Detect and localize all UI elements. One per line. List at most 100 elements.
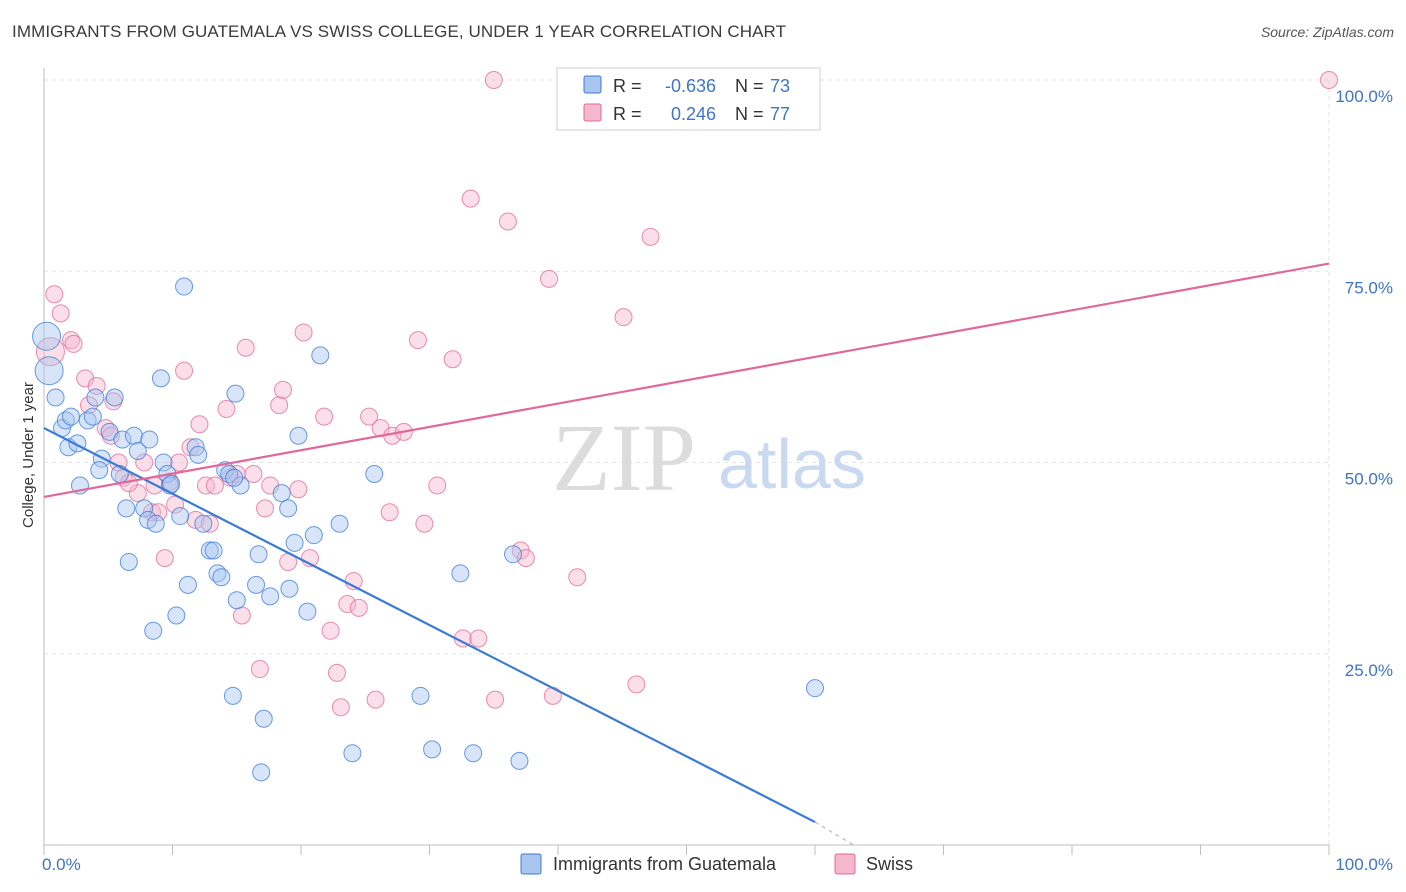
swiss-point [360,407,379,426]
guatemala-point [510,751,529,770]
swiss-point [51,304,70,323]
swiss-point [461,189,480,208]
swiss-point [415,514,434,533]
guatemala-point [117,499,136,518]
guatemala-point [154,453,173,472]
trend-lines [43,262,1330,846]
y-tick-label: 100.0% [1335,87,1393,106]
y-tick-label: 25.0% [1345,661,1393,680]
guatemala-point [140,430,159,449]
swiss-point [443,350,462,369]
x-tick-label-min: 0.0% [42,855,81,874]
stats-n-value-pink: 77 [770,104,790,124]
swiss-point [380,503,399,522]
guatemala-point [61,407,80,426]
guatemala-point [285,533,304,552]
guatemala-point [46,388,65,407]
guatemala-point [151,369,170,388]
swiss-point [250,660,269,679]
swiss-point [331,698,350,717]
swiss-point [79,396,98,415]
guatemala-point [34,356,64,386]
guatemala-point [231,476,250,495]
y-tick-label: 50.0% [1345,470,1393,489]
legend-label-swiss: Swiss [866,854,913,874]
guatemala-point [32,321,62,351]
guatemala-point [304,526,323,545]
guatemala-point [254,709,273,728]
source-label: Source: ZipAtlas.com [1260,24,1394,40]
guatemala-point [113,430,132,449]
stats-n-label-pink: N = [735,104,764,124]
stats-swatch-blue [583,75,602,94]
guatemala-point [806,679,824,698]
legend-swatch-swiss [834,853,856,875]
swiss-point [128,484,147,503]
guatemala-point [252,763,271,782]
guatemala-point [464,744,483,763]
swiss-point [540,269,559,288]
swiss-point [327,663,346,682]
swiss-point [155,549,174,568]
guatemala-point [86,388,105,407]
swiss-point [244,464,263,483]
y-axis-title: College, Under 1 year [20,382,37,528]
guatemala-point [83,407,102,426]
swiss-point [64,334,83,353]
swiss-point [641,227,660,246]
guatemala-point [423,740,442,759]
guatemala-point [171,507,190,526]
guatemala-point [194,514,213,533]
stats-swatch-pink [583,103,602,122]
swiss-point [149,503,168,522]
guatemala-point [280,579,299,598]
guatemala-point [144,621,163,640]
guatemala-point [223,686,242,705]
guatemala-point [212,568,231,587]
swiss-point [181,438,200,457]
swiss-point [87,377,106,395]
trend-extension-guatemala [814,821,854,846]
stats-r-value-pink: 0.246 [671,104,716,124]
swiss-point [200,514,219,533]
guatemala-point [227,591,246,610]
stats-r-label-blue: R = [613,76,642,96]
guatemala-point [124,426,143,445]
guatemala-point [90,461,109,480]
guatemala-point [272,484,291,503]
swiss-point [256,499,275,518]
swiss-point [45,285,64,304]
guatemala-point [249,545,268,564]
guatemala-point [330,514,349,533]
swiss-point [270,396,289,415]
swiss-point [627,675,646,694]
guatemala-point [119,552,138,571]
legend: Immigrants from Guatemala Swiss [520,853,913,875]
swiss-point [315,407,334,426]
guatemala-point [167,606,186,625]
stats-n-label-blue: N = [735,76,764,96]
chart-title: IMMIGRANTS FROM GUATEMALA VS SWISS COLLE… [12,22,787,41]
guatemala-point [189,445,208,464]
x-tick-label-max: 100.0% [1335,855,1393,874]
guatemala-point [225,468,244,487]
swiss-point [486,690,505,709]
swiss-point [236,338,255,357]
guatemala-point [175,277,194,296]
swiss-point [1320,71,1338,89]
swiss-point [349,598,368,617]
swiss-point [428,476,447,495]
stats-r-value-blue: -0.636 [665,76,716,96]
guatemala-point [128,442,147,461]
swiss-point [484,71,503,89]
guatemala-point [451,564,470,583]
watermark-zip: ZIP [552,404,696,511]
guatemala-point [411,686,430,705]
stats-r-label-pink: R = [613,104,642,124]
guatemala-point [365,464,384,483]
swiss-point [614,308,633,327]
swiss-point [294,323,313,342]
data-points [32,71,1338,782]
guatemala-point [226,384,245,403]
